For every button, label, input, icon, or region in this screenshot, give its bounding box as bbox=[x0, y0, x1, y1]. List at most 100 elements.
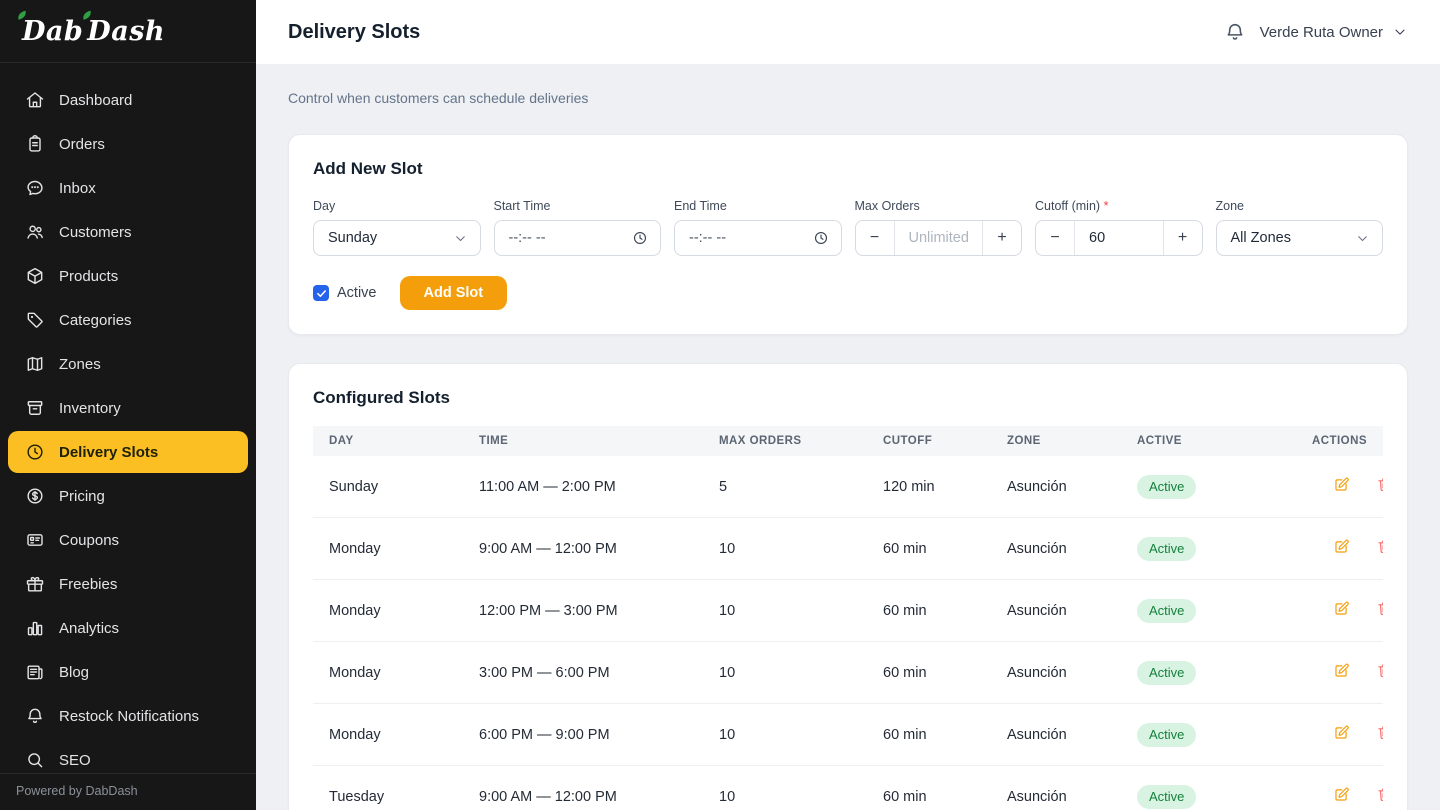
col-header-cutoff: Cutoff bbox=[867, 426, 991, 456]
end-time-input[interactable]: --:-- -- bbox=[674, 220, 842, 256]
sidebar-item-label: Inbox bbox=[59, 179, 96, 197]
day-select[interactable]: Sunday bbox=[313, 220, 481, 256]
cell-max-orders: 10 bbox=[703, 641, 867, 704]
delete-slot-button[interactable] bbox=[1376, 600, 1383, 620]
bell-icon bbox=[25, 706, 45, 726]
form-actions: Active Add Slot bbox=[313, 276, 1383, 310]
sidebar-item-analytics[interactable]: Analytics bbox=[8, 607, 248, 649]
delete-slot-button[interactable] bbox=[1376, 476, 1383, 496]
cell-time: 9:00 AM — 12:00 PM bbox=[463, 517, 703, 580]
notifications-button[interactable] bbox=[1224, 21, 1246, 43]
sidebar-item-freebies[interactable]: Freebies bbox=[8, 563, 248, 605]
archive-icon bbox=[25, 398, 45, 418]
cutoff-field: Cutoff (min) * − 60 + bbox=[1035, 199, 1203, 256]
cutoff-decrement-button[interactable]: − bbox=[1036, 221, 1074, 255]
status-badge: Active bbox=[1137, 598, 1197, 623]
max-orders-decrement-button[interactable]: − bbox=[856, 221, 894, 255]
slots-table-wrap: Day Time Max Orders Cutoff Zone Active A… bbox=[313, 426, 1383, 810]
col-header-zone: Zone bbox=[991, 426, 1121, 456]
cutoff-stepper: − 60 + bbox=[1035, 220, 1203, 256]
col-header-day: Day bbox=[313, 426, 463, 456]
sidebar-item-orders[interactable]: Orders bbox=[8, 123, 248, 165]
sidebar-item-label: Dashboard bbox=[59, 91, 133, 109]
sidebar-item-coupons[interactable]: Coupons bbox=[8, 519, 248, 561]
delete-slot-button[interactable] bbox=[1376, 786, 1383, 806]
end-time-placeholder: --:-- -- bbox=[689, 230, 727, 246]
edit-slot-button[interactable] bbox=[1333, 538, 1350, 558]
delete-slot-button[interactable] bbox=[1376, 662, 1383, 682]
edit-slot-button[interactable] bbox=[1333, 662, 1350, 682]
day-label: Day bbox=[313, 199, 336, 213]
edit-slot-button[interactable] bbox=[1333, 476, 1350, 496]
sidebar-item-label: Inventory bbox=[59, 399, 121, 417]
edit-slot-button[interactable] bbox=[1333, 600, 1350, 620]
delete-slot-button[interactable] bbox=[1376, 538, 1383, 558]
cell-cutoff: 60 min bbox=[867, 765, 991, 810]
sidebar-item-inventory[interactable]: Inventory bbox=[8, 387, 248, 429]
clock-icon bbox=[632, 230, 648, 246]
users-icon bbox=[25, 222, 45, 242]
active-checkbox[interactable]: Active bbox=[313, 285, 377, 301]
sidebar-item-label: SEO bbox=[59, 751, 91, 769]
max-orders-increment-button[interactable]: + bbox=[983, 221, 1021, 255]
max-orders-input[interactable]: Unlimited bbox=[893, 221, 983, 255]
zone-select-value: All Zones bbox=[1230, 230, 1291, 246]
add-slot-button[interactable]: Add Slot bbox=[399, 276, 508, 310]
sidebar-item-label: Products bbox=[59, 267, 119, 285]
checkbox-checked bbox=[313, 285, 329, 301]
edit-slot-button[interactable] bbox=[1333, 724, 1350, 744]
start-time-label: Start Time bbox=[493, 199, 551, 213]
cell-zone: Asunción bbox=[991, 456, 1121, 518]
cell-zone: Asunción bbox=[991, 579, 1121, 642]
status-badge: Active bbox=[1137, 536, 1197, 561]
edit-icon bbox=[1333, 724, 1350, 741]
table-row: Monday 3:00 PM — 6:00 PM 10 60 min Asunc… bbox=[313, 641, 1383, 704]
dollar-icon bbox=[25, 486, 45, 506]
trash-icon bbox=[1376, 724, 1383, 741]
cell-time: 12:00 PM — 3:00 PM bbox=[463, 579, 703, 642]
start-time-input[interactable]: --:-- -- bbox=[493, 220, 661, 256]
sidebar-item-customers[interactable]: Customers bbox=[8, 211, 248, 253]
leaf-icon bbox=[14, 7, 33, 26]
cell-day: Tuesday bbox=[313, 765, 463, 810]
zone-select[interactable]: All Zones bbox=[1215, 220, 1383, 256]
add-slot-form: Day Sunday Start Time --:-- -- End Time bbox=[313, 199, 1383, 256]
user-menu[interactable]: Verde Ruta Owner bbox=[1260, 24, 1408, 41]
sidebar-item-label: Blog bbox=[59, 663, 90, 681]
sidebar-item-label: Customers bbox=[59, 223, 132, 241]
sidebar-item-inbox[interactable]: Inbox bbox=[8, 167, 248, 209]
sidebar-item-dashboard[interactable]: Dashboard bbox=[8, 79, 248, 121]
cell-day: Monday bbox=[313, 641, 463, 704]
cutoff-input[interactable]: 60 bbox=[1074, 221, 1164, 255]
table-row: Sunday 11:00 AM — 2:00 PM 5 120 min Asun… bbox=[313, 456, 1383, 518]
cell-actions bbox=[1295, 765, 1383, 810]
clock-icon bbox=[813, 230, 829, 246]
cell-actions bbox=[1295, 579, 1383, 642]
sidebar-item-seo[interactable]: SEO bbox=[8, 739, 248, 773]
sidebar-item-blog[interactable]: Blog bbox=[8, 651, 248, 693]
card-icon bbox=[25, 530, 45, 550]
sidebar-item-delivery-slots[interactable]: Delivery Slots bbox=[8, 431, 248, 473]
sidebar-item-restock-notifications[interactable]: Restock Notifications bbox=[8, 695, 248, 737]
add-new-slot-title: Add New Slot bbox=[313, 159, 423, 178]
cell-day: Monday bbox=[313, 517, 463, 580]
cell-time: 3:00 PM — 6:00 PM bbox=[463, 641, 703, 704]
cube-icon bbox=[25, 266, 45, 286]
cell-cutoff: 120 min bbox=[867, 456, 991, 518]
status-badge: Active bbox=[1137, 474, 1197, 499]
cutoff-label: Cutoff (min) * bbox=[1035, 199, 1109, 213]
sidebar-item-categories[interactable]: Categories bbox=[8, 299, 248, 341]
trash-icon bbox=[1376, 476, 1383, 493]
chevron-down-icon bbox=[453, 231, 468, 246]
start-time-field: Start Time --:-- -- bbox=[493, 199, 661, 256]
sidebar-item-zones[interactable]: Zones bbox=[8, 343, 248, 385]
active-checkbox-label: Active bbox=[337, 285, 377, 301]
end-time-field: End Time --:-- -- bbox=[674, 199, 842, 256]
edit-slot-button[interactable] bbox=[1333, 786, 1350, 806]
sidebar-item-products[interactable]: Products bbox=[8, 255, 248, 297]
sidebar-item-pricing[interactable]: Pricing bbox=[8, 475, 248, 517]
logo-text-dab: Dab bbox=[22, 15, 84, 47]
delete-slot-button[interactable] bbox=[1376, 724, 1383, 744]
cutoff-increment-button[interactable]: + bbox=[1164, 221, 1202, 255]
edit-icon bbox=[1333, 600, 1350, 617]
